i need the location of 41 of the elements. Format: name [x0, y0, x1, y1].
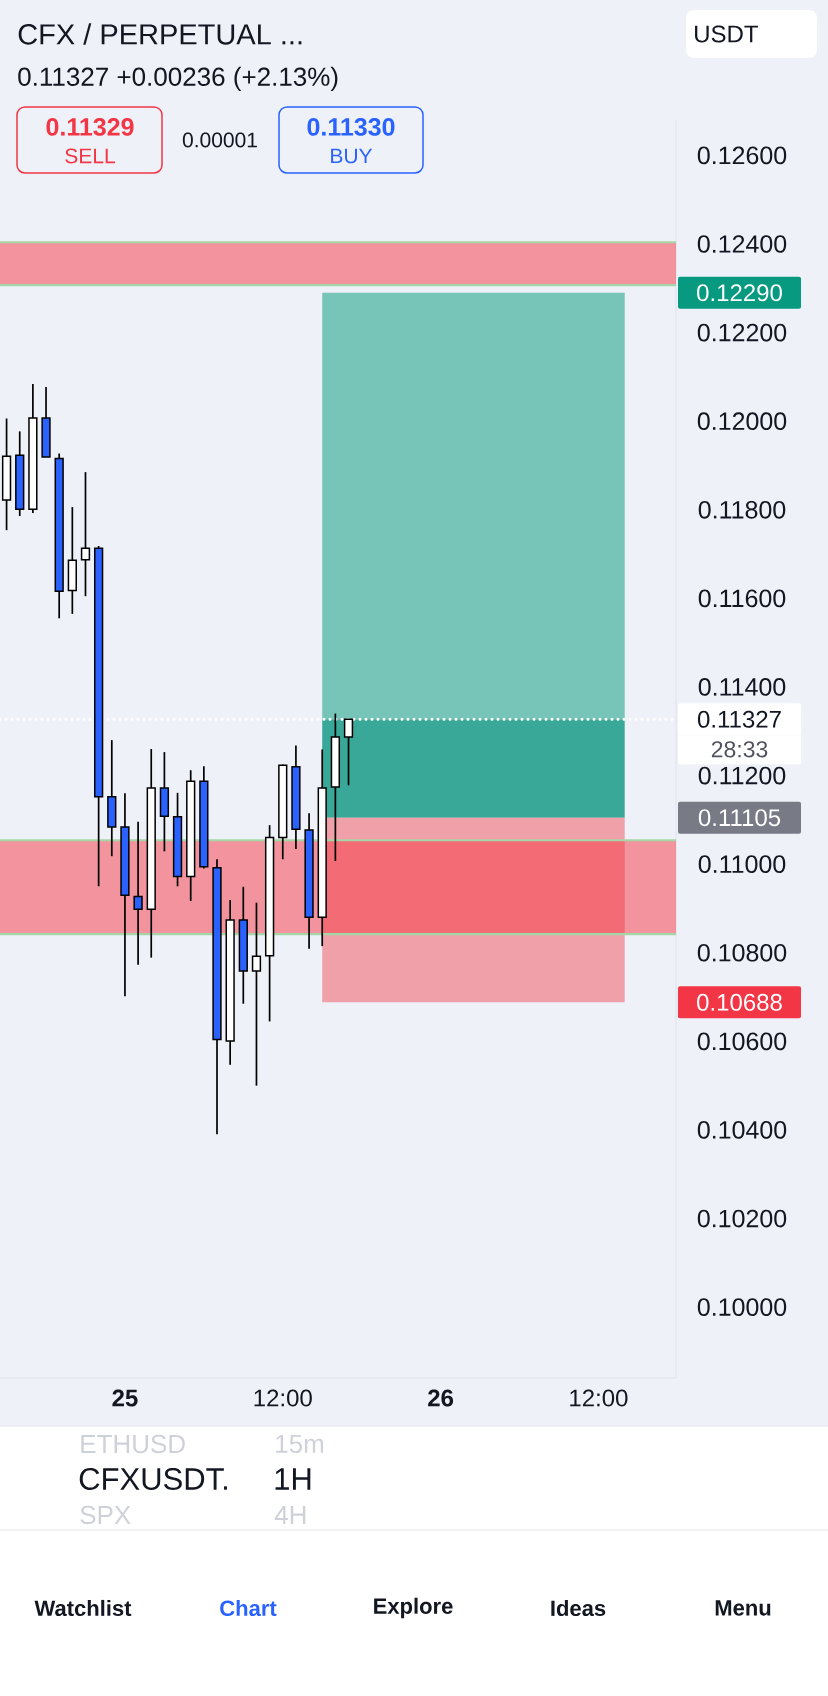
text: CFXUSDT. — [79, 1468, 227, 1490]
text: Ideas — [551, 1599, 606, 1617]
x-tick-label: 12:00 — [570, 1389, 628, 1407]
x-tick-label: 26 — [428, 1389, 454, 1407]
annotation: 0.11329 — [46, 118, 134, 136]
y-tick-label: 0.10400 — [697, 1121, 787, 1139]
x-tick-label: 25 — [112, 1389, 138, 1407]
candlestick — [251, 901, 262, 1087]
y-tick-label: 0.10000 — [697, 1298, 787, 1316]
annotation: 0.00001 — [182, 132, 257, 148]
y-tick-label: 0.11400 — [698, 678, 786, 696]
ref-line-label: 0.11327 — [697, 710, 781, 728]
y-tick-label: 0.10200 — [697, 1209, 787, 1228]
annotation: SELL — [65, 148, 115, 164]
text: Watchlist — [34, 1599, 132, 1617]
y-tick-label: 0.12200 — [697, 323, 787, 342]
y-tick-label: 0.11000 — [698, 855, 786, 874]
text: 1H — [275, 1468, 311, 1490]
text: Explore — [374, 1597, 453, 1619]
chart-subtitle: 0.11327 +0.00236 (+2.13%) — [18, 66, 338, 92]
text: Chart — [220, 1599, 277, 1617]
chart-title: CFX / PERPETUAL ... — [18, 23, 302, 45]
text: 0.10688 — [697, 993, 782, 1011]
text: 0.11105 — [698, 809, 781, 827]
x-tick-label: 12:00 — [254, 1389, 312, 1407]
y-tick-label: 0.10800 — [697, 943, 787, 962]
annotation: BUY — [331, 148, 373, 164]
text: 28:33 — [711, 741, 768, 758]
y-tick-label: 0.12400 — [697, 235, 787, 253]
text: Menu — [715, 1600, 771, 1616]
y-tick-label: 0.12000 — [697, 412, 787, 431]
y-tick-label: 0.11800 — [698, 500, 786, 519]
candlestick — [80, 471, 91, 598]
y-tick-label: 0.11200 — [698, 766, 786, 785]
y-tick-label: 0.12600 — [697, 146, 787, 165]
candlestick — [133, 820, 143, 966]
y-tick-label: 0.11600 — [698, 589, 786, 608]
annotation: 0.11330 — [307, 118, 395, 136]
y-tick-label: 0.10600 — [697, 1032, 787, 1051]
text: USDT — [695, 25, 758, 43]
text: 0.12290 — [697, 284, 782, 302]
